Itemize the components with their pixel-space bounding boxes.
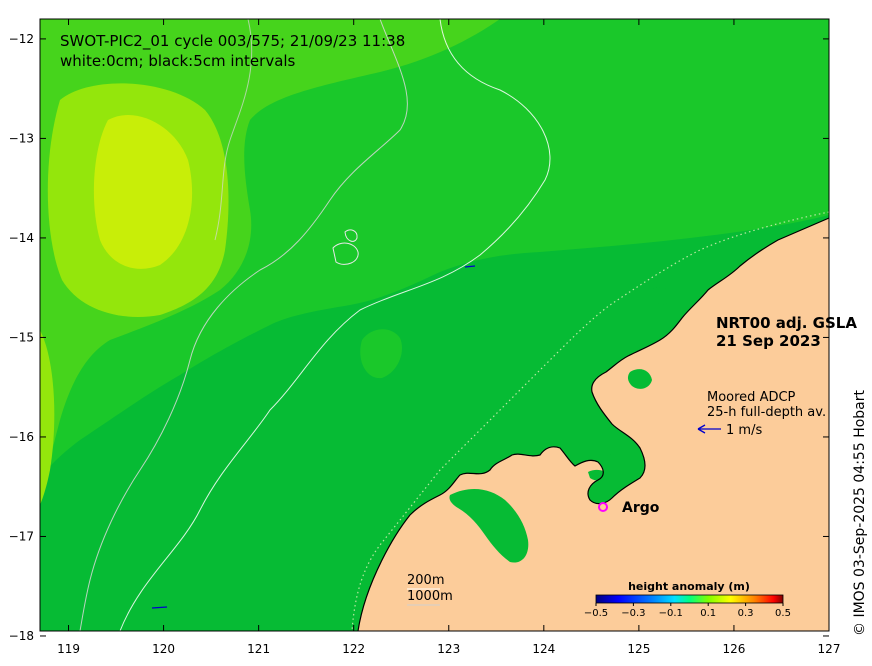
argo-marker-icon — [598, 502, 608, 512]
lat-tick-label-−17: −17 — [9, 529, 34, 543]
product-label-line-2: 21 Sep 2023 — [716, 332, 821, 350]
colorbar-tick-label-0.1: 0.1 — [700, 608, 716, 619]
drifter-arrow-2 — [464, 265, 476, 268]
lon-tick-label-127: 127 — [818, 642, 841, 656]
colorbar-tick-label-−0.5: −0.5 — [584, 608, 608, 619]
lon-tick-label-120: 120 — [152, 642, 175, 656]
coastal-dotted-line — [351, 211, 829, 631]
colorbar-title: height anomaly (m) — [628, 580, 750, 593]
lon-tick-label-126: 126 — [722, 642, 745, 656]
title-line-2: white:0cm; black:5cm intervals — [60, 52, 296, 70]
inlet-estuary — [591, 431, 618, 457]
lon-tick-label-124: 124 — [532, 642, 555, 656]
lat-tick-label-−18: −18 — [9, 629, 34, 643]
inlet-bay — [627, 369, 652, 389]
longitude-axis: 119 120 121 122 123 124 125 126 127 — [57, 19, 840, 656]
credit-text: © IMOS 03-Sep-2025 04:55 Hobart — [852, 390, 868, 636]
land-australia — [358, 218, 829, 631]
colorbar-tick-label-0.5: 0.5 — [775, 608, 791, 619]
lon-tick-label-121: 121 — [247, 642, 270, 656]
adcp-scale-arrow — [697, 424, 721, 434]
colorbar-ticks: −0.5 −0.3 −0.1 0.1 0.3 0.5 — [584, 603, 791, 619]
latitude-axis: −12 −13 −14 −15 −16 −17 −18 — [9, 32, 829, 643]
drifter-arrow-1 — [151, 606, 168, 609]
colorbar-bar — [595, 594, 784, 604]
anomaly-peak — [93, 114, 193, 269]
lon-tick-label-125: 125 — [627, 642, 650, 656]
reef-outline-2 — [344, 229, 358, 242]
lat-tick-label-−14: −14 — [9, 231, 34, 245]
lon-tick-label-119: 119 — [57, 642, 80, 656]
title-line-1: SWOT-PIC2_01 cycle 003/575; 21/09/23 11:… — [60, 32, 405, 51]
map-area — [40, 19, 829, 631]
isobath-legend-200m: 200m — [407, 573, 444, 588]
isobath-200m — [119, 19, 551, 631]
isobath-1000m-west — [214, 19, 253, 241]
product-label-line-1: NRT00 adj. GSLA — [716, 314, 857, 332]
plot-frame — [39, 18, 830, 632]
reef-outline — [332, 242, 359, 265]
inlet-king-sound — [449, 488, 529, 563]
lat-tick-label-−15: −15 — [9, 330, 34, 344]
adcp-label-line-2: 25-h full-depth av. — [707, 405, 826, 420]
isobath-legend-1000m: 1000m — [407, 589, 453, 604]
adcp-label-line-1: Moored ADCP — [707, 390, 796, 405]
anomaly-blob-central — [360, 329, 402, 379]
inlet-north — [650, 287, 672, 305]
colorbar-tick-label-−0.3: −0.3 — [621, 608, 645, 619]
anomaly-edge-west — [40, 330, 55, 505]
colorbar-tick-label-0.3: 0.3 — [738, 608, 754, 619]
adcp-scale-label: 1 m/s — [726, 423, 762, 438]
lat-tick-label-−13: −13 — [9, 131, 34, 145]
lon-tick-label-122: 122 — [342, 642, 365, 656]
lon-tick-label-123: 123 — [437, 642, 460, 656]
isobath-1000m — [79, 19, 408, 631]
lat-tick-label-−12: −12 — [9, 32, 34, 46]
colorbar-tick-label-−0.1: −0.1 — [659, 608, 683, 619]
argo-label: Argo — [622, 500, 660, 516]
lat-tick-label-−16: −16 — [9, 430, 34, 444]
